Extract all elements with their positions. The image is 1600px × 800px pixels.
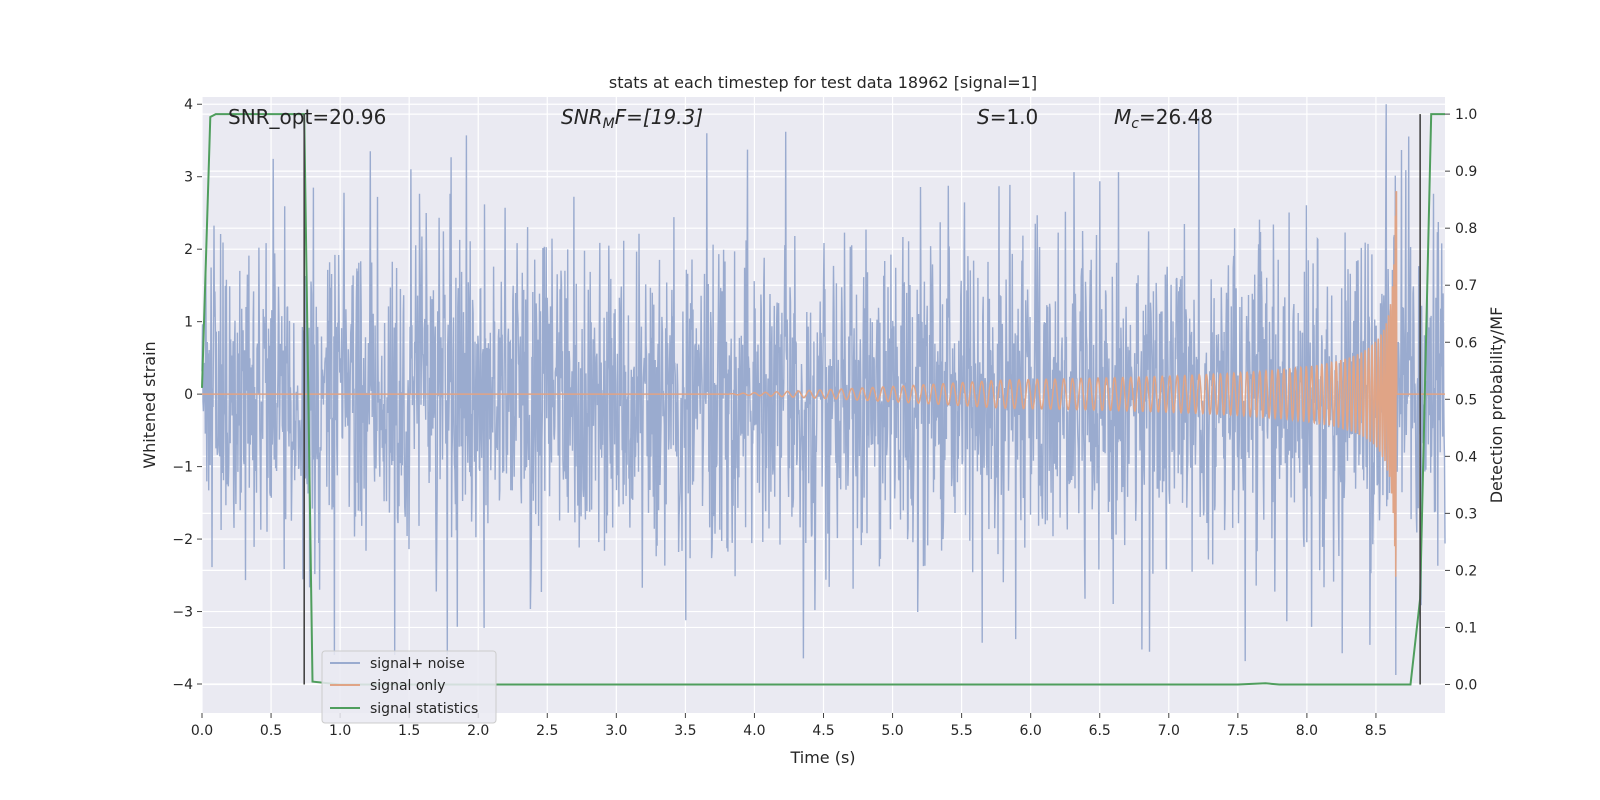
y2-tick-label: 0.5 [1455,392,1477,408]
x-tick-label: 8.0 [1296,723,1318,739]
annotation-snr-opt: SNR_opt=20.96 [228,105,386,129]
x-tick-label: 3.5 [674,723,696,739]
vertical-markers [303,114,1421,685]
y-axis-ticks: 4 3 2 1 0 −1 −2 −3 −4 [172,97,202,693]
y-tick-label: −2 [172,532,193,548]
x-tick-label: 3.0 [605,723,627,739]
x-tick-label: 2.0 [467,723,489,739]
y-axis-label: Whitened strain [140,341,159,468]
annotation-mc: Mc=26.48 [1114,105,1213,132]
series-signal-statistics [201,113,1445,686]
legend-box [321,650,497,724]
y2-tick-label: 0.8 [1455,221,1477,237]
legend-label-signal-statistics: signal statistics [370,701,478,717]
y-tick-label: 3 [184,170,193,186]
x-tick-label: 7.0 [1158,723,1180,739]
legend: signal+ noise signal only signal statist… [321,650,497,724]
x-tick-label: 0.0 [191,723,213,739]
x-tick-label: 6.0 [1020,723,1042,739]
x-tick-label: 8.5 [1365,723,1387,739]
y-tick-label: −3 [172,605,193,621]
x-tick-label: 0.5 [260,723,282,739]
y2-tick-label: 0.9 [1455,164,1477,180]
y2-axis-label: Detection probability/MF [1487,307,1506,504]
y2-axis-ticks: 1.0 0.9 0.8 0.7 0.6 0.5 0.4 0.3 0.2 0.1 0.0 [1445,107,1477,693]
y2-tick-label: 0.2 [1455,563,1477,579]
legend-label-signal-noise: signal+ noise [370,656,465,672]
y-tick-label: 1 [184,315,193,331]
line-signal-statistics [201,113,1445,686]
y-tick-label: 4 [184,97,193,113]
y2-tick-label: 0.4 [1455,449,1477,465]
y2-tick-label: 0.0 [1455,677,1477,693]
y2-tick-label: 1.0 [1455,107,1477,123]
x-tick-label: 7.5 [1227,723,1249,739]
y-tick-label: 0 [184,387,193,403]
x-tick-label: 5.0 [881,723,903,739]
y-tick-label: −1 [172,460,193,476]
series-signal-only [202,191,1445,577]
y-tick-label: 2 [184,242,193,258]
y2-tick-label: 0.6 [1455,335,1477,351]
x-tick-label: 6.5 [1089,723,1111,739]
y2-tick-label: 0.1 [1455,620,1477,636]
x-tick-label: 1.5 [398,723,420,739]
x-axis-ticks: 0.0 0.5 1.0 1.5 2.0 2.5 3.0 3.5 4.0 4.5 5.0 5.5 6.0 6… [191,713,1387,739]
x-tick-label: 4.5 [812,723,834,739]
y2-tick-label: 0.7 [1455,278,1477,294]
x-tick-label: 1.0 [329,723,351,739]
annotation-s: S=1.0 [977,105,1038,129]
x-axis-label: Time (s) [789,748,855,767]
legend-label-signal-only: signal only [370,678,445,694]
x-tick-label: 2.5 [536,723,558,739]
chart-title: stats at each timestep for test data 189… [609,73,1037,92]
x-tick-label: 5.5 [950,723,972,739]
y2-tick-label: 0.3 [1455,506,1477,522]
line-signal-only [202,191,1445,577]
annotation-snr-mf: SNRMF=[19.3] [561,105,703,132]
x-tick-label: 4.0 [743,723,765,739]
y-tick-label: −4 [172,677,193,693]
